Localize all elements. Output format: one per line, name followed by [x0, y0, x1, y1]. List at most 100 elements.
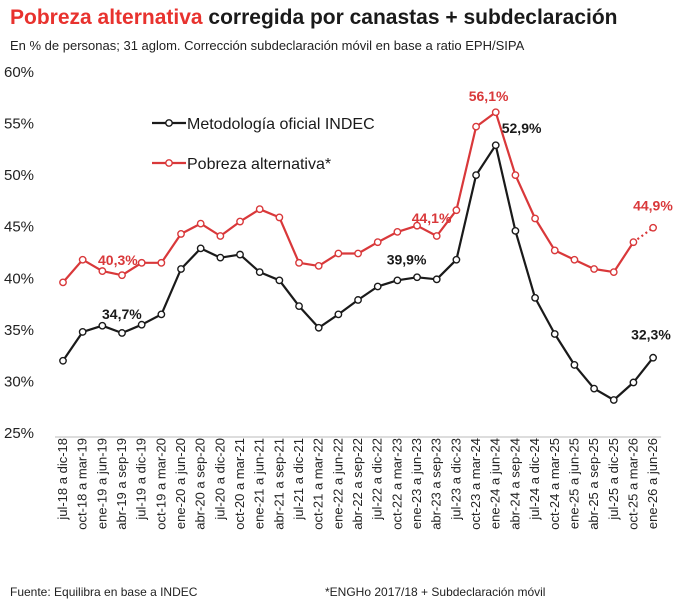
x-tick-label: oct-24 a mar-25 — [547, 438, 562, 530]
x-tick-label: oct-23 a mar-24 — [468, 438, 483, 530]
data-label: 34,7% — [102, 306, 142, 322]
x-tick-label: jul-18 a dic-18 — [55, 438, 70, 521]
legend-marker — [165, 119, 173, 127]
x-tick-label: ene-20 a jun-20 — [173, 438, 188, 529]
data-point — [550, 330, 559, 338]
data-point — [334, 249, 343, 258]
data-point — [196, 244, 205, 253]
data-point — [236, 217, 244, 226]
chart-title-accent: Pobreza alternativa — [10, 6, 203, 29]
data-label: 56,1% — [469, 88, 509, 104]
method-note: *ENGHo 2017/18 + Subdeclaración móvil — [325, 585, 546, 599]
data-point — [295, 258, 303, 267]
data-point — [334, 310, 343, 319]
x-tick-label: oct-20 a mar-21 — [232, 438, 247, 530]
data-label: 40,3% — [98, 252, 138, 268]
y-axis: 25% 30% 35% 40% 45% 50% 55% 60% — [4, 64, 34, 442]
x-tick-label: oct-21 a mar-22 — [311, 438, 326, 530]
x-tick-label: oct-22 a mar-23 — [389, 438, 404, 530]
x-tick-label: jul-25 a dic-25 — [606, 438, 621, 521]
data-label: 32,3% — [631, 327, 671, 343]
data-point — [314, 323, 323, 332]
data-point — [157, 310, 166, 319]
x-tick-label: ene-25 a jun-25 — [566, 438, 581, 529]
data-point — [196, 219, 205, 228]
data-point — [393, 227, 402, 236]
y-tick-label: 40% — [4, 270, 34, 287]
y-tick-label: 35% — [4, 322, 34, 339]
x-tick-label: ene-21 a jun-21 — [252, 438, 267, 529]
x-tick-label: jul-23 a dic-23 — [448, 438, 463, 521]
chart-title: Pobreza alternativa corregida por canast… — [10, 6, 618, 30]
data-point — [550, 246, 559, 255]
y-tick-label: 60% — [4, 64, 34, 81]
y-tick-label: 30% — [4, 373, 34, 390]
data-point — [216, 232, 225, 240]
data-label: 44,1% — [412, 210, 452, 226]
data-point — [236, 250, 244, 259]
data-point — [511, 171, 520, 180]
data-point — [373, 238, 382, 247]
data-point — [275, 213, 284, 222]
data-point — [216, 253, 225, 262]
data-point — [649, 353, 657, 362]
data-point — [255, 205, 264, 214]
data-point — [137, 320, 146, 329]
data-point — [491, 108, 500, 117]
y-tick-label: 25% — [4, 425, 34, 442]
x-tick-label: ene-24 a jun-24 — [488, 438, 503, 529]
data-point — [295, 302, 303, 311]
y-tick-label: 45% — [4, 219, 34, 236]
x-tick-label: jul-20 a dic-20 — [212, 438, 227, 521]
data-point — [255, 268, 264, 276]
x-tick-label: abr-24 a sep-24 — [507, 438, 522, 530]
x-tick-label: oct-25 a mar-26 — [625, 438, 640, 530]
data-point — [609, 396, 618, 404]
data-point — [472, 171, 480, 180]
series-line-dotted-1 — [632, 226, 654, 244]
x-tick-label: oct-19 a mar-20 — [153, 438, 168, 530]
legend-label: Metodología oficial INDEC — [187, 116, 375, 133]
data-point — [531, 214, 539, 223]
data-point — [629, 238, 638, 247]
data-point — [511, 226, 520, 235]
data-point — [354, 296, 362, 304]
data-point — [432, 232, 441, 240]
data-point — [393, 276, 402, 285]
data-point — [452, 206, 461, 215]
data-point — [432, 275, 441, 284]
legend-marker — [165, 159, 173, 167]
data-point — [118, 271, 126, 280]
data-point — [137, 258, 146, 267]
x-tick-label: abr-25 a sep-25 — [586, 438, 601, 530]
data-point — [78, 255, 87, 264]
x-tick-label: ene-19 a jun-19 — [94, 438, 109, 529]
x-tick-label: oct-18 a mar-19 — [75, 438, 90, 530]
data-point — [118, 329, 126, 337]
data-point — [157, 258, 166, 267]
data-point — [472, 122, 480, 131]
data-point — [413, 221, 421, 230]
data-label: 52,9% — [502, 120, 542, 136]
data-point — [177, 265, 185, 273]
data-point — [314, 262, 323, 270]
data-point — [452, 255, 461, 264]
data-point — [531, 293, 539, 302]
x-tick-label: ene-23 a jun-23 — [409, 438, 424, 529]
x-tick-label: abr-19 a sep-19 — [114, 438, 129, 530]
x-tick-label: jul-22 a dic-22 — [370, 438, 385, 521]
x-tick-label: abr-23 a sep-23 — [429, 438, 444, 530]
data-point — [98, 321, 107, 330]
source-note: Fuente: Equilibra en base a INDEC — [10, 585, 198, 599]
chart-subtitle: En % de personas; 31 aglom. Corrección s… — [10, 38, 525, 53]
data-point — [609, 268, 618, 276]
x-tick-label: abr-20 a sep-20 — [193, 438, 208, 530]
data-point — [59, 278, 67, 287]
x-tick-label: ene-26 a jun-26 — [645, 438, 660, 529]
x-tick-label: abr-22 a sep-22 — [350, 438, 365, 530]
data-point — [590, 384, 598, 393]
legend-label: Pobreza alternativa* — [187, 156, 331, 173]
data-point — [491, 141, 500, 150]
x-tick-label: ene-22 a jun-22 — [330, 438, 345, 529]
